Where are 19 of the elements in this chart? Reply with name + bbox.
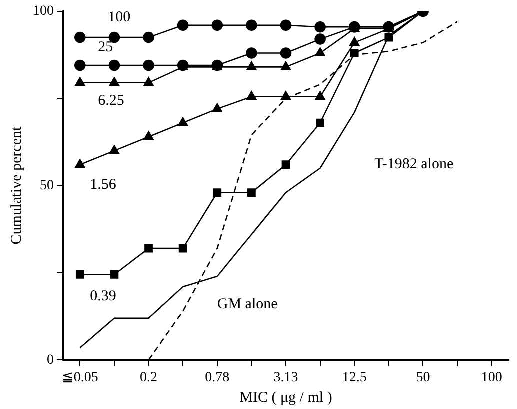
x-tick-label: 0.2 xyxy=(140,370,158,386)
series-label: 6.25 xyxy=(98,92,124,109)
x-tick-label: ≦0.05 xyxy=(62,370,98,386)
y-tick-label: 100 xyxy=(33,4,54,20)
y-tick-label: 0 xyxy=(47,352,54,368)
x-axis-title: MIC ( μg / ml ) xyxy=(240,390,332,406)
series-label: 1.56 xyxy=(90,176,117,193)
series-label: GM alone xyxy=(217,296,278,313)
x-tick-label: 0.78 xyxy=(205,370,230,386)
x-tick-label: 12.5 xyxy=(342,370,367,386)
series-label: 100 xyxy=(108,9,131,26)
x-tick-label: 100 xyxy=(481,370,502,386)
x-tick-label: 3.13 xyxy=(274,370,298,386)
x-tick-label: 50 xyxy=(416,370,430,386)
y-tick-label: 50 xyxy=(40,178,54,194)
text: T-1982 alone xyxy=(374,156,454,172)
y-axis-title: Cumulative percent xyxy=(8,126,25,245)
series-label: 25 xyxy=(98,39,114,56)
series-label: 0.39 xyxy=(90,288,116,305)
